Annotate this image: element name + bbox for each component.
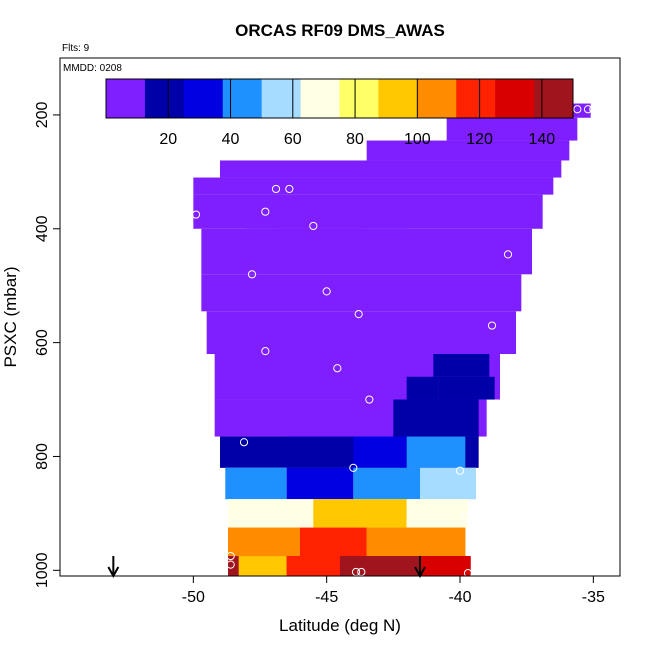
heatmap-cell: [220, 160, 562, 178]
y-axis-label: PSXC (mbar): [1, 266, 20, 367]
heatmap-cell: [228, 527, 300, 557]
sample-point: [191, 210, 201, 219]
heatmap-cell: [206, 311, 516, 354]
sample-point: [503, 250, 513, 259]
sample-point: [309, 221, 318, 231]
x-tick-label: -45: [315, 589, 338, 606]
x-axis-label: Latitude (deg N): [279, 616, 401, 635]
sample-point: [285, 184, 294, 194]
heatmap-cell: [193, 177, 554, 195]
y-tick-label: 200: [34, 101, 51, 128]
x-tick-label: -50: [182, 589, 205, 606]
heatmap-cell: [228, 556, 239, 576]
colorbar-swatch: [456, 79, 496, 118]
heatmap-cell: [300, 527, 367, 557]
heatmap-cell: [406, 499, 468, 528]
heatmap-cell: [201, 274, 522, 312]
colorbar-tick-label: 140: [529, 131, 556, 148]
sample-point: [226, 560, 235, 569]
heatmap-cell: [353, 467, 420, 500]
sample-point: [487, 321, 497, 330]
sample-point: [205, 440, 214, 450]
sample-point: [455, 466, 465, 475]
sample-point: [463, 569, 473, 578]
heatmap-cell: [353, 399, 394, 437]
colorbar-tick-label: 100: [404, 131, 431, 148]
sample-point: [261, 347, 270, 356]
heatmap-cell: [286, 556, 340, 576]
colorbar-swatch: [144, 79, 185, 118]
colorbar-swatch: [378, 79, 418, 118]
sample-point: [583, 105, 593, 114]
heatmap-cell: [193, 194, 543, 229]
colorbar: 20 40 60 80 100 120 140: [105, 78, 574, 148]
heatmap-cell: [238, 556, 287, 576]
x-tick-label: -40: [448, 589, 471, 606]
heatmap-field: [193, 103, 591, 576]
heatmap-cell: [273, 228, 407, 269]
colorbar-tick-label: 20: [159, 131, 177, 148]
x-axis: -50 -45 -40 -35: [182, 575, 605, 606]
sample-point: [333, 364, 342, 373]
heatmap-cell: [406, 376, 439, 400]
sample-point: [261, 207, 270, 216]
chart-title: ORCAS RF09 DMS_AWAS: [235, 21, 445, 40]
sample-point: [365, 395, 374, 404]
colorbar-swatch: [183, 79, 224, 118]
heatmap-cell: [393, 399, 479, 437]
sample-point: [322, 287, 331, 296]
heatmap-cell: [460, 354, 490, 377]
heatmap-cell: [286, 436, 354, 468]
y-tick-label: 400: [34, 215, 51, 242]
sample-point: [197, 349, 206, 359]
heatmap-cell: [353, 436, 407, 468]
heatmap-cell: [406, 436, 466, 468]
heatmap-cell: [340, 556, 420, 576]
sample-point: [271, 184, 281, 194]
colorbar-swatch: [495, 79, 535, 118]
colorbar-tick-label: 40: [222, 131, 240, 148]
sample-point: [247, 270, 257, 279]
y-tick-label: 1000: [34, 552, 51, 588]
sample-point: [354, 310, 363, 319]
heatmap-cell: [433, 354, 460, 377]
sample-point: [239, 438, 249, 447]
colorbar-swatch: [106, 79, 146, 118]
y-axis: 200 400 600 800 1000: [34, 101, 61, 588]
heatmap-cell: [228, 499, 314, 528]
colorbar-swatch: [534, 79, 574, 118]
heatmap-cell: [225, 467, 287, 500]
colorbar-swatch: [417, 79, 457, 118]
colorbar-tick-label: 120: [466, 131, 493, 148]
heatmap-cell: [366, 140, 570, 161]
colorbar-tick-label: 80: [346, 131, 364, 148]
sample-point: [226, 551, 235, 561]
colorbar-swatch: [222, 79, 263, 118]
sample-point: [573, 105, 582, 114]
colorbar-swatch: [261, 79, 302, 118]
colorbar-swatch: [339, 79, 379, 118]
colorbar-frame: [105, 78, 574, 119]
colorbar-tick-label: 60: [284, 131, 302, 148]
y-tick-label: 800: [34, 443, 51, 470]
sample-point: [349, 463, 358, 472]
date-label: MMDD: 0208: [63, 63, 122, 74]
flights-label: Flts: 9: [62, 43, 90, 54]
sample-point: [461, 512, 470, 521]
colorbar-swatch: [300, 79, 340, 118]
x-tick-label: -35: [582, 589, 605, 606]
heatmap-cell: [286, 467, 354, 500]
heatmap-cell: [420, 467, 476, 500]
y-tick-label: 600: [34, 329, 51, 356]
heatmap-cell: [313, 499, 407, 528]
heatmap-cell: [446, 117, 578, 141]
heatmap-cell: [420, 556, 471, 576]
heatmap-cell: [438, 376, 495, 400]
heatmap-cell: [366, 527, 466, 557]
sample-point: [589, 105, 598, 114]
heatmap-cell: [246, 197, 367, 229]
